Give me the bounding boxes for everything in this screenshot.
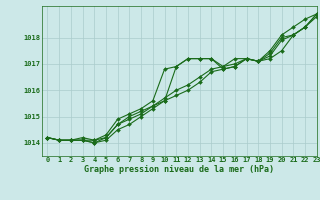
X-axis label: Graphe pression niveau de la mer (hPa): Graphe pression niveau de la mer (hPa) <box>84 165 274 174</box>
